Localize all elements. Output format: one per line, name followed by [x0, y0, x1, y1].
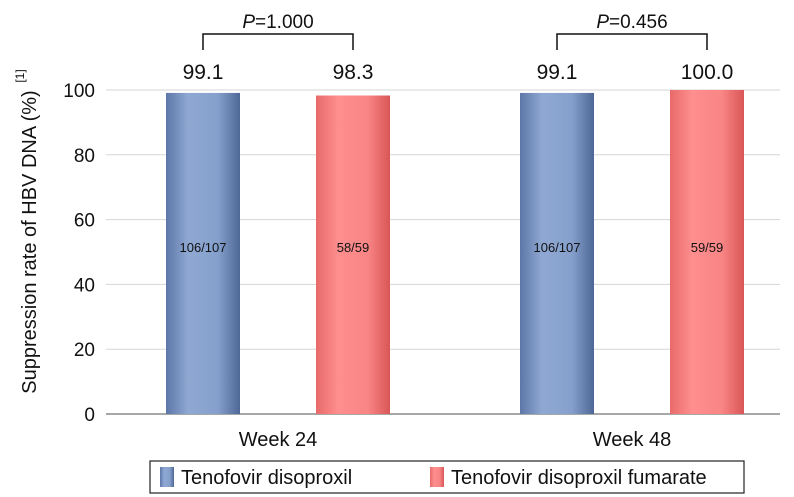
bar-count-label: 106/107: [180, 240, 227, 255]
bar: [166, 92, 240, 414]
p-value-label: P=1.000: [242, 12, 313, 33]
legend: Tenofovir disoproxil Tenofovir disoproxil…: [149, 460, 745, 494]
y-tick-label: 40: [74, 275, 95, 296]
bar: [670, 90, 744, 414]
y-tick-label: 100: [63, 81, 95, 102]
bars: [166, 90, 744, 415]
legend-swatch: [160, 467, 174, 487]
bar: [316, 95, 390, 415]
x-tick-label: Week 24: [239, 429, 318, 451]
bar-count-label: 58/59: [337, 240, 370, 255]
y-axis-label-superscript: [1]: [13, 69, 27, 82]
legend-label: Tenofovir disoproxil fumarate: [451, 467, 707, 489]
legend-label: Tenofovir disoproxil: [181, 467, 352, 489]
bar-value-label: 100.0: [681, 61, 734, 84]
bar: [520, 92, 594, 414]
y-axis-label: Suppression rate of HBV DNA (%): [19, 90, 41, 393]
comparison-bracket: [202, 33, 354, 50]
bar-count-label: 106/107: [534, 240, 581, 255]
bar-value-label: 98.3: [333, 61, 374, 84]
labels: 0 20 40 60 80 100 Suppression rate of HBV DNA …: [13, 12, 733, 451]
bar-count-label: 59/59: [691, 240, 724, 255]
y-tick-label: 20: [74, 340, 95, 361]
y-tick-label: 60: [74, 211, 95, 232]
x-tick-label: Week 48: [593, 429, 672, 451]
y-tick-label: 0: [84, 405, 95, 426]
bar-value-label: 99.1: [537, 61, 578, 84]
comparison-bracket: [556, 33, 708, 50]
legend-swatch: [430, 467, 444, 487]
legend-box: [149, 460, 745, 494]
bar-value-label: 99.1: [183, 61, 224, 84]
y-tick-label: 80: [74, 146, 95, 167]
p-value-label: P=0.456: [596, 12, 667, 33]
